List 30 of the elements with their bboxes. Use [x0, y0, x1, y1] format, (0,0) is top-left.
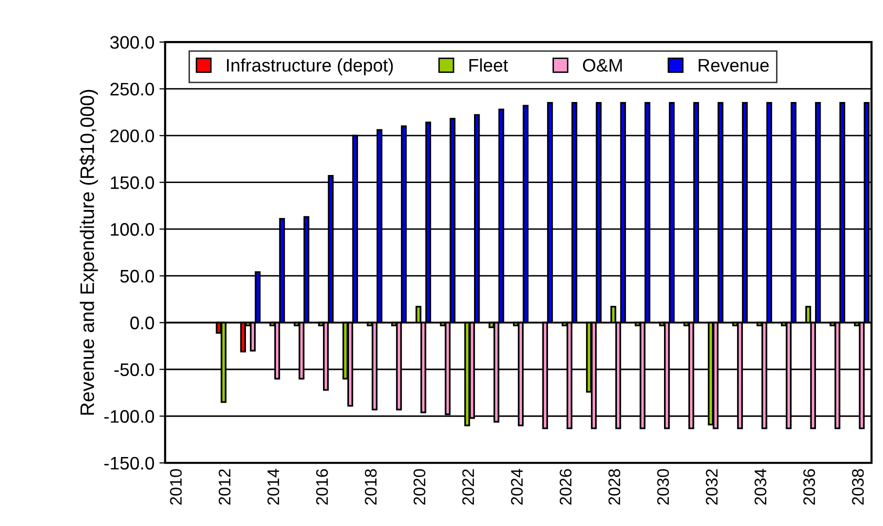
y-tick-label: 50.0 [120, 270, 154, 283]
x-tick-label: 2030 [657, 469, 669, 505]
x-tick-label: 2024 [510, 468, 523, 505]
y-tick-label: 0.0 [130, 316, 154, 330]
y-tick-label: -150.0 [104, 456, 154, 470]
x-tick-label: 2028 [608, 469, 620, 505]
x-tick-label: 2038 [852, 469, 864, 505]
x-tick-label: 2026 [560, 469, 572, 505]
x-tick-label: 2012 [218, 469, 230, 505]
legend-label: Infrastructure (depot) [227, 58, 393, 76]
y-tick-label: -100.0 [104, 410, 154, 423]
x-tick-label: 2032 [706, 469, 718, 505]
legend-label: Fleet [469, 58, 508, 72]
y-tick-label: 100.0 [110, 223, 154, 236]
legend-label: O&M [582, 58, 622, 72]
x-tick-label: 2018 [364, 469, 377, 505]
x-tick-label: 2034 [754, 468, 766, 505]
legend-label: Revenue [698, 59, 769, 72]
x-tick-label: 2022 [462, 469, 474, 505]
x-tick-label: 2014 [267, 468, 280, 505]
y-tick-label: 300.0 [110, 36, 154, 49]
y-tick-label: 150.0 [110, 176, 154, 190]
x-tick-label: 2016 [316, 469, 328, 505]
x-tick-label: 2020 [414, 469, 426, 505]
y-axis-title: Revenue and Expenditure (R$10,000) [80, 90, 98, 415]
x-tick-label: 2010 [170, 469, 182, 505]
y-tick-label: 250.0 [110, 82, 154, 96]
y-tick-label: -50.0 [114, 363, 154, 376]
x-tick-label: 2036 [803, 469, 816, 505]
y-tick-label: 200.0 [110, 130, 154, 142]
